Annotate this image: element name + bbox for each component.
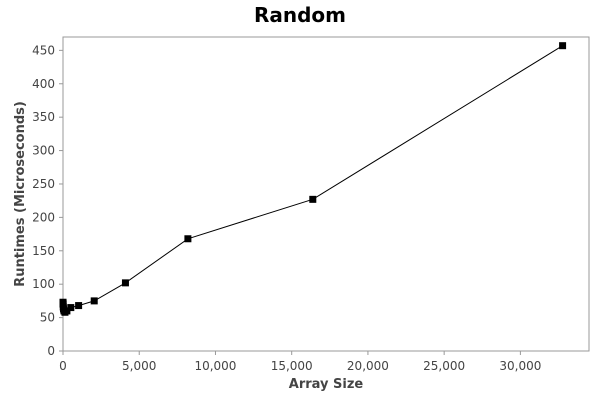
data-point xyxy=(67,304,75,312)
data-point xyxy=(75,302,83,310)
x-tick-label: 25,000 xyxy=(423,359,465,373)
x-tick-label: 15,000 xyxy=(271,359,313,373)
data-point xyxy=(90,297,98,305)
y-tick-label: 450 xyxy=(32,43,55,57)
series xyxy=(59,42,567,316)
plot-area xyxy=(62,36,590,352)
y-tick-label: 50 xyxy=(40,311,55,325)
x-tick-label: 30,000 xyxy=(499,359,541,373)
y-tick-label: 350 xyxy=(32,110,55,124)
y-tick-label: 150 xyxy=(32,244,55,258)
data-point xyxy=(121,279,129,287)
data-point xyxy=(559,42,567,50)
data-point xyxy=(63,307,71,315)
y-axis: 0 50 100 150 200 250 300 350 400 450 xyxy=(32,43,63,358)
x-tick-label: 20,000 xyxy=(347,359,389,373)
y-axis-title: Runtimes (Microseconds) xyxy=(13,101,28,287)
x-axis-title: Array Size xyxy=(289,377,364,392)
x-axis: 0 5,000 10,000 15,000 20,000 25,000 30,000 xyxy=(59,351,541,373)
x-tick-label: 0 xyxy=(59,359,67,373)
y-tick-label: 250 xyxy=(32,177,55,191)
y-tick-label: 200 xyxy=(32,210,55,224)
y-tick-label: 400 xyxy=(32,77,55,91)
y-tick-label: 100 xyxy=(32,277,55,291)
x-tick-label: 10,000 xyxy=(194,359,236,373)
y-tick-label: 0 xyxy=(47,344,55,358)
data-point xyxy=(184,235,192,243)
chart-title: Random xyxy=(254,3,346,27)
y-tick-label: 300 xyxy=(32,144,55,158)
data-point xyxy=(309,195,317,203)
x-tick-label: 5,000 xyxy=(122,359,156,373)
